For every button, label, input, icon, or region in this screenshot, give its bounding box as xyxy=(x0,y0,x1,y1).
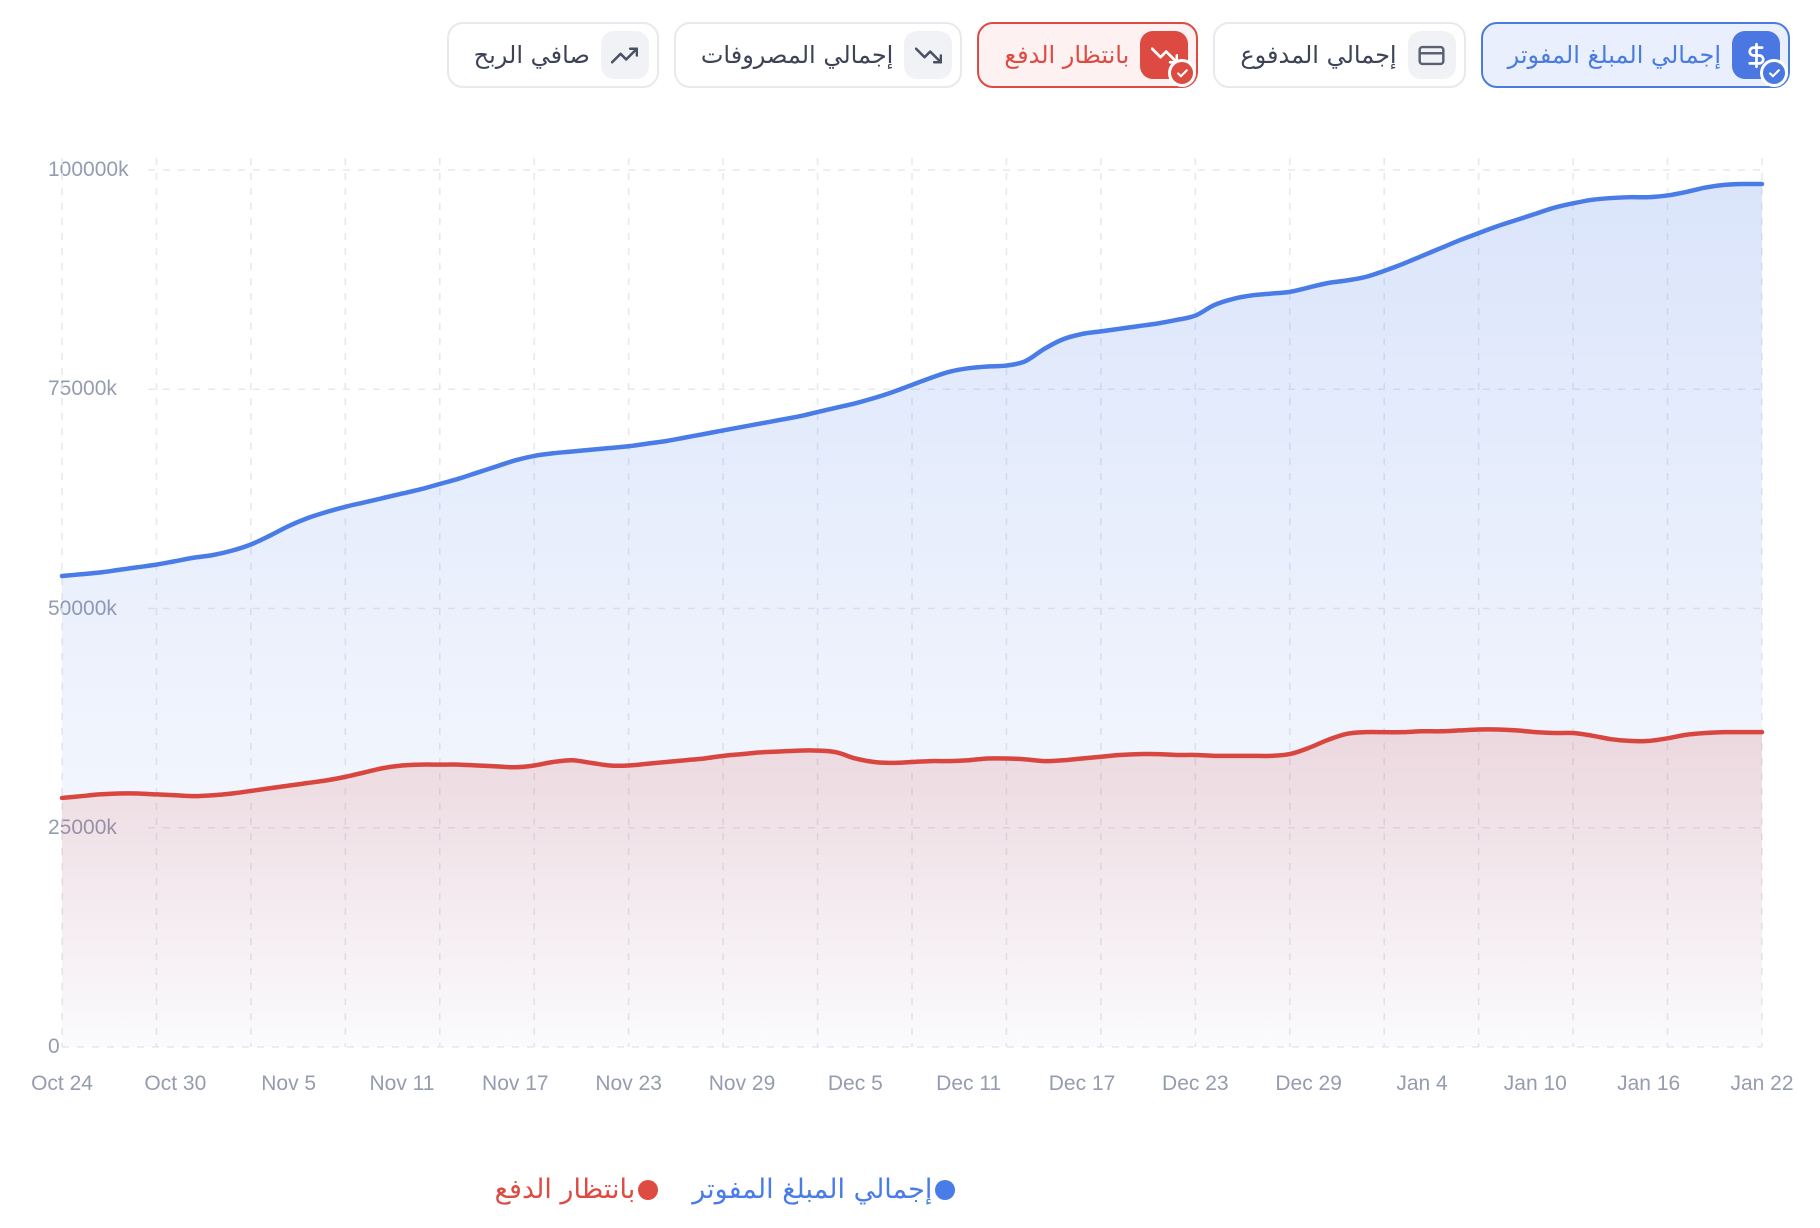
x-tick-label: Dec 29 xyxy=(1275,1072,1342,1095)
filter-label: إجمالي المدفوع xyxy=(1240,41,1397,69)
trending-down-icon xyxy=(904,31,953,79)
legend-label: بانتظار الدفع xyxy=(494,1174,636,1205)
credit-card-icon xyxy=(1407,31,1456,79)
invoiced-line xyxy=(59,181,1765,579)
selected-check-icon xyxy=(1760,59,1788,87)
filter-label: إجمالي المصروفات xyxy=(700,41,894,69)
legend-label: إجمالي المبلغ المفوتر xyxy=(692,1174,933,1205)
filter-total-expenses-button[interactable]: إجمالي المصروفات xyxy=(673,22,963,88)
filter-awaiting-payment-button[interactable]: بانتظار الدفع xyxy=(977,22,1199,88)
y-tick-label: 100000k xyxy=(48,158,129,181)
chart-legend: إجمالي المبلغ المفوتر بانتظار الدفع xyxy=(0,1174,1450,1205)
filter-label: إجمالي المبلغ المفوتر xyxy=(1507,41,1721,69)
trending-up-icon xyxy=(600,31,649,79)
x-tick-label: Jan 22 xyxy=(1730,1072,1794,1095)
x-tick-label: Dec 23 xyxy=(1162,1072,1229,1095)
x-tick-label: Nov 17 xyxy=(482,1072,549,1095)
legend-item-awaiting-payment[interactable]: بانتظار الدفع xyxy=(495,1174,659,1205)
trending-down-icon xyxy=(1140,31,1197,87)
x-tick-label: Dec 5 xyxy=(827,1072,883,1095)
y-tick-label: 75000k xyxy=(48,377,117,401)
filter-net-profit-button[interactable]: صافي الربح xyxy=(446,22,659,88)
selected-check-icon xyxy=(1168,59,1197,87)
x-tick-label: Nov 11 xyxy=(369,1072,435,1095)
dollar-icon xyxy=(1732,31,1788,87)
metric-filter-row: إجمالي المبلغ المفوتر إجمالي المدفوع بان… xyxy=(446,22,1790,88)
x-tick-label: Nov 5 xyxy=(261,1072,317,1095)
x-tick-label: Jan 16 xyxy=(1617,1072,1681,1095)
awaiting-payment-line xyxy=(59,727,1765,801)
x-tick-label: Oct 24 xyxy=(31,1072,93,1095)
x-tick-label: Dec 17 xyxy=(1048,1072,1116,1095)
x-tick-label: Jan 10 xyxy=(1503,1072,1567,1095)
filter-label: صافي الربح xyxy=(473,41,590,69)
x-tick-label: Dec 11 xyxy=(936,1072,1002,1095)
legend-item-total-invoiced[interactable]: إجمالي المبلغ المفوتر xyxy=(692,1174,956,1205)
y-tick-label: 0 xyxy=(48,1035,60,1058)
x-tick-label: Oct 30 xyxy=(144,1072,207,1095)
x-axis: Oct 24 Oct 30 Nov 5 Nov 11 Nov 17 Nov 23 Nov 2… xyxy=(31,1072,1793,1104)
awaiting-payment-area xyxy=(62,729,1762,1047)
filter-total-invoiced-button[interactable]: إجمالي المبلغ المفوتر xyxy=(1480,22,1790,88)
legend-marker-blue-icon xyxy=(935,1179,956,1200)
legend-marker-red-icon xyxy=(638,1179,659,1200)
filter-total-paid-button[interactable]: إجمالي المدفوع xyxy=(1213,22,1466,88)
x-tick-label: Nov 29 xyxy=(708,1072,776,1095)
x-tick-label: Jan 4 xyxy=(1396,1072,1448,1095)
plot-area xyxy=(59,158,1765,1048)
filter-label: بانتظار الدفع xyxy=(1004,41,1130,69)
x-tick-label: Nov 23 xyxy=(595,1072,662,1095)
